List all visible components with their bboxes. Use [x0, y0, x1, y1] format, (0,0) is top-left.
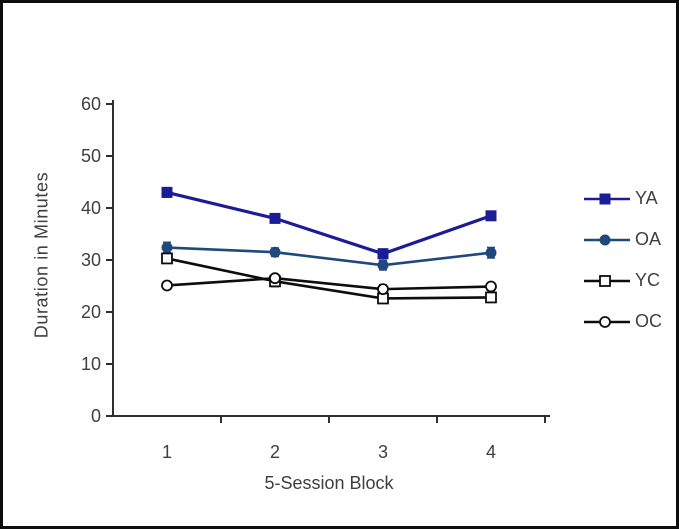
line-chart-canvas: 0 10 20 30 40 50 60 1 2 3 4 [81, 94, 550, 462]
filled-square-marker-icon [269, 212, 281, 224]
y-axis-title: Duration in Minutes [31, 171, 52, 339]
series-layer [161, 186, 497, 305]
filled-square-marker-icon [161, 186, 173, 198]
legend-label-oc: OC [635, 311, 662, 331]
legend-item-yc: YC [583, 270, 662, 290]
series-yc [161, 252, 497, 305]
legend-label-ya: YA [635, 188, 658, 208]
x-tick-label: 2 [270, 442, 280, 462]
x-tick-label: 1 [162, 442, 172, 462]
series-ya [161, 186, 497, 260]
open-circle-marker-icon [161, 279, 173, 292]
y-tick-label: 30 [81, 250, 101, 270]
y-tick-label: 20 [81, 302, 101, 322]
filled-circle-marker-icon [377, 259, 389, 271]
series-line [166, 257, 492, 300]
tick-labels: 0 10 20 30 40 50 60 1 2 3 4 [81, 94, 496, 462]
legend-item-ya: YA [583, 188, 662, 208]
legend-label-oa: OA [635, 229, 662, 249]
open-circle-marker-icon [485, 280, 497, 293]
open-circle-marker-icon [377, 283, 389, 296]
x-axis-title: 5-Session Block [264, 473, 394, 493]
open-circle-marker-icon [599, 315, 611, 328]
y-tick-label: 60 [81, 94, 101, 114]
filled-circle-marker-icon [599, 234, 611, 245]
open-square-marker-icon [485, 291, 497, 304]
series-line [166, 246, 492, 267]
series-oa [161, 241, 497, 271]
series-oc [161, 272, 497, 296]
filled-square-legend-key-icon [584, 193, 630, 204]
filled-circle-marker-icon [269, 246, 281, 258]
open-square-marker-icon [599, 274, 611, 287]
axes [106, 100, 550, 423]
series-line [166, 276, 492, 291]
open-circle-marker-icon [269, 272, 281, 285]
legend: YA OA YC OC [583, 188, 662, 331]
filled-square-marker-icon [599, 193, 611, 204]
x-tick-label: 3 [378, 442, 388, 462]
y-tick-label: 40 [81, 198, 101, 218]
y-tick-label: 10 [81, 354, 101, 374]
legend-item-oa: OA [583, 229, 662, 249]
series-line [166, 190, 492, 256]
legend-item-oc: OC [583, 311, 662, 331]
y-tick-label: 50 [81, 146, 101, 166]
legend-label-yc: YC [635, 270, 661, 290]
x-tick-label: 4 [486, 442, 496, 462]
open-circle-legend-key-icon [584, 315, 630, 328]
filled-circle-marker-icon [161, 242, 173, 254]
filled-square-marker-icon [377, 248, 389, 260]
y-tick-label: 0 [91, 406, 101, 426]
open-square-marker-icon [161, 252, 173, 265]
filled-square-marker-icon [485, 210, 497, 222]
filled-circle-legend-key-icon [584, 234, 630, 245]
open-square-legend-key-icon [584, 274, 630, 287]
filled-circle-marker-icon [485, 247, 497, 259]
